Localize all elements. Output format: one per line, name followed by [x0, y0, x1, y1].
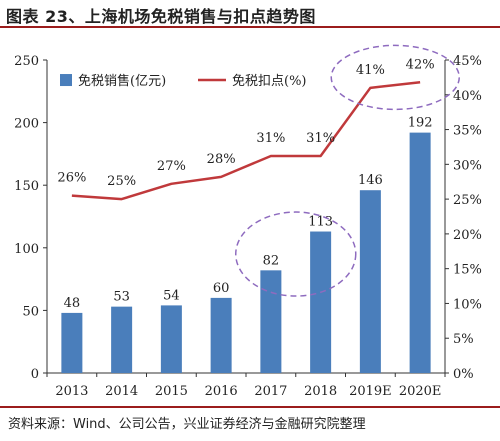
- sales-bar-label: 192: [408, 116, 433, 131]
- x-axis-tick-label: 2017: [254, 384, 287, 399]
- right-axis-tick-label: 45%: [453, 54, 482, 69]
- right-axis-tick-label: 25%: [453, 193, 482, 208]
- sales-bar: [111, 306, 133, 373]
- commission-point-label: 26%: [57, 171, 86, 186]
- legend-line-label: 免税扣点(%): [232, 74, 307, 89]
- sales-bar-label: 113: [308, 215, 333, 230]
- commission-point-label: 27%: [157, 159, 186, 174]
- chart-container: 0 50 100 150 200 250 0% 5% 10% 15% 20% 25% 30% 35% 40%…: [0, 30, 500, 405]
- left-axis-tick-label: 200: [14, 117, 39, 132]
- commission-point-label: 31%: [306, 131, 335, 146]
- figure-title: 图表 23、上海机场免税销售与扣点趋势图: [6, 7, 316, 26]
- sales-bar-label: 60: [213, 281, 230, 296]
- legend-bar-label: 免税销售(亿元): [78, 73, 166, 89]
- sales-bar-label: 54: [163, 288, 180, 303]
- commission-point-label: 42%: [406, 57, 435, 72]
- source-note: 资料来源：Wind、公司公告，兴业证券经济与金融研究院整理: [8, 417, 366, 432]
- sales-bar: [160, 305, 182, 373]
- sales-bar: [260, 270, 282, 373]
- right-axis-tick-label: 5%: [453, 332, 474, 347]
- x-axis-tick-label: 2014: [105, 384, 138, 399]
- legend-bar-swatch: [60, 74, 72, 87]
- sales-bar: [210, 297, 232, 373]
- right-axis-tick-label: 10%: [453, 297, 482, 312]
- sales-bar: [409, 132, 431, 373]
- combo-chart: 0 50 100 150 200 250 0% 5% 10% 15% 20% 25% 30% 35% 40%…: [14, 44, 482, 399]
- sales-bar-label: 82: [263, 253, 280, 268]
- left-axis-tick-label: 150: [14, 179, 39, 194]
- sales-bar: [310, 231, 332, 373]
- figure-title-bar: 图表 23、上海机场免税销售与扣点趋势图: [0, 0, 500, 28]
- sales-bar-label: 146: [358, 173, 383, 188]
- commission-point-label: 28%: [207, 152, 236, 167]
- left-axis-tick-label: 50: [22, 304, 39, 319]
- commission-point-label: 41%: [356, 63, 385, 78]
- right-axis-tick-label: 40%: [453, 89, 482, 104]
- x-axis-tick-label: 2015: [155, 384, 188, 399]
- commission-point-label: 25%: [107, 174, 136, 189]
- right-axis-tick-label: 20%: [453, 228, 482, 243]
- right-axis-tick-label: 15%: [453, 263, 482, 278]
- sales-bar: [359, 190, 381, 373]
- x-axis-tick-label: 2019E: [349, 384, 392, 399]
- left-axis-tick-label: 0: [31, 367, 39, 382]
- right-axis-tick-label: 0%: [453, 367, 474, 382]
- sales-bar-label: 48: [64, 296, 81, 311]
- right-axis-tick-label: 30%: [453, 158, 482, 173]
- x-axis-tick-label: 2016: [205, 384, 238, 399]
- x-axis-tick-label: 2018: [304, 384, 337, 399]
- sales-bar: [61, 312, 83, 373]
- left-axis-tick-label: 100: [14, 242, 39, 257]
- left-axis-tick-label: 250: [14, 54, 39, 69]
- x-axis-tick-label: 2013: [55, 384, 88, 399]
- sales-bar-label: 53: [113, 290, 130, 305]
- commission-point-label: 31%: [256, 131, 285, 146]
- right-axis-tick-label: 35%: [453, 124, 482, 139]
- highlight-ellipse-line: [330, 44, 460, 111]
- x-axis-tick-label: 2020E: [399, 384, 442, 399]
- highlight-ellipse-bars: [235, 211, 357, 297]
- source-bar: 资料来源：Wind、公司公告，兴业证券经济与金融研究院整理: [0, 406, 500, 441]
- commission-line: [71, 81, 421, 201]
